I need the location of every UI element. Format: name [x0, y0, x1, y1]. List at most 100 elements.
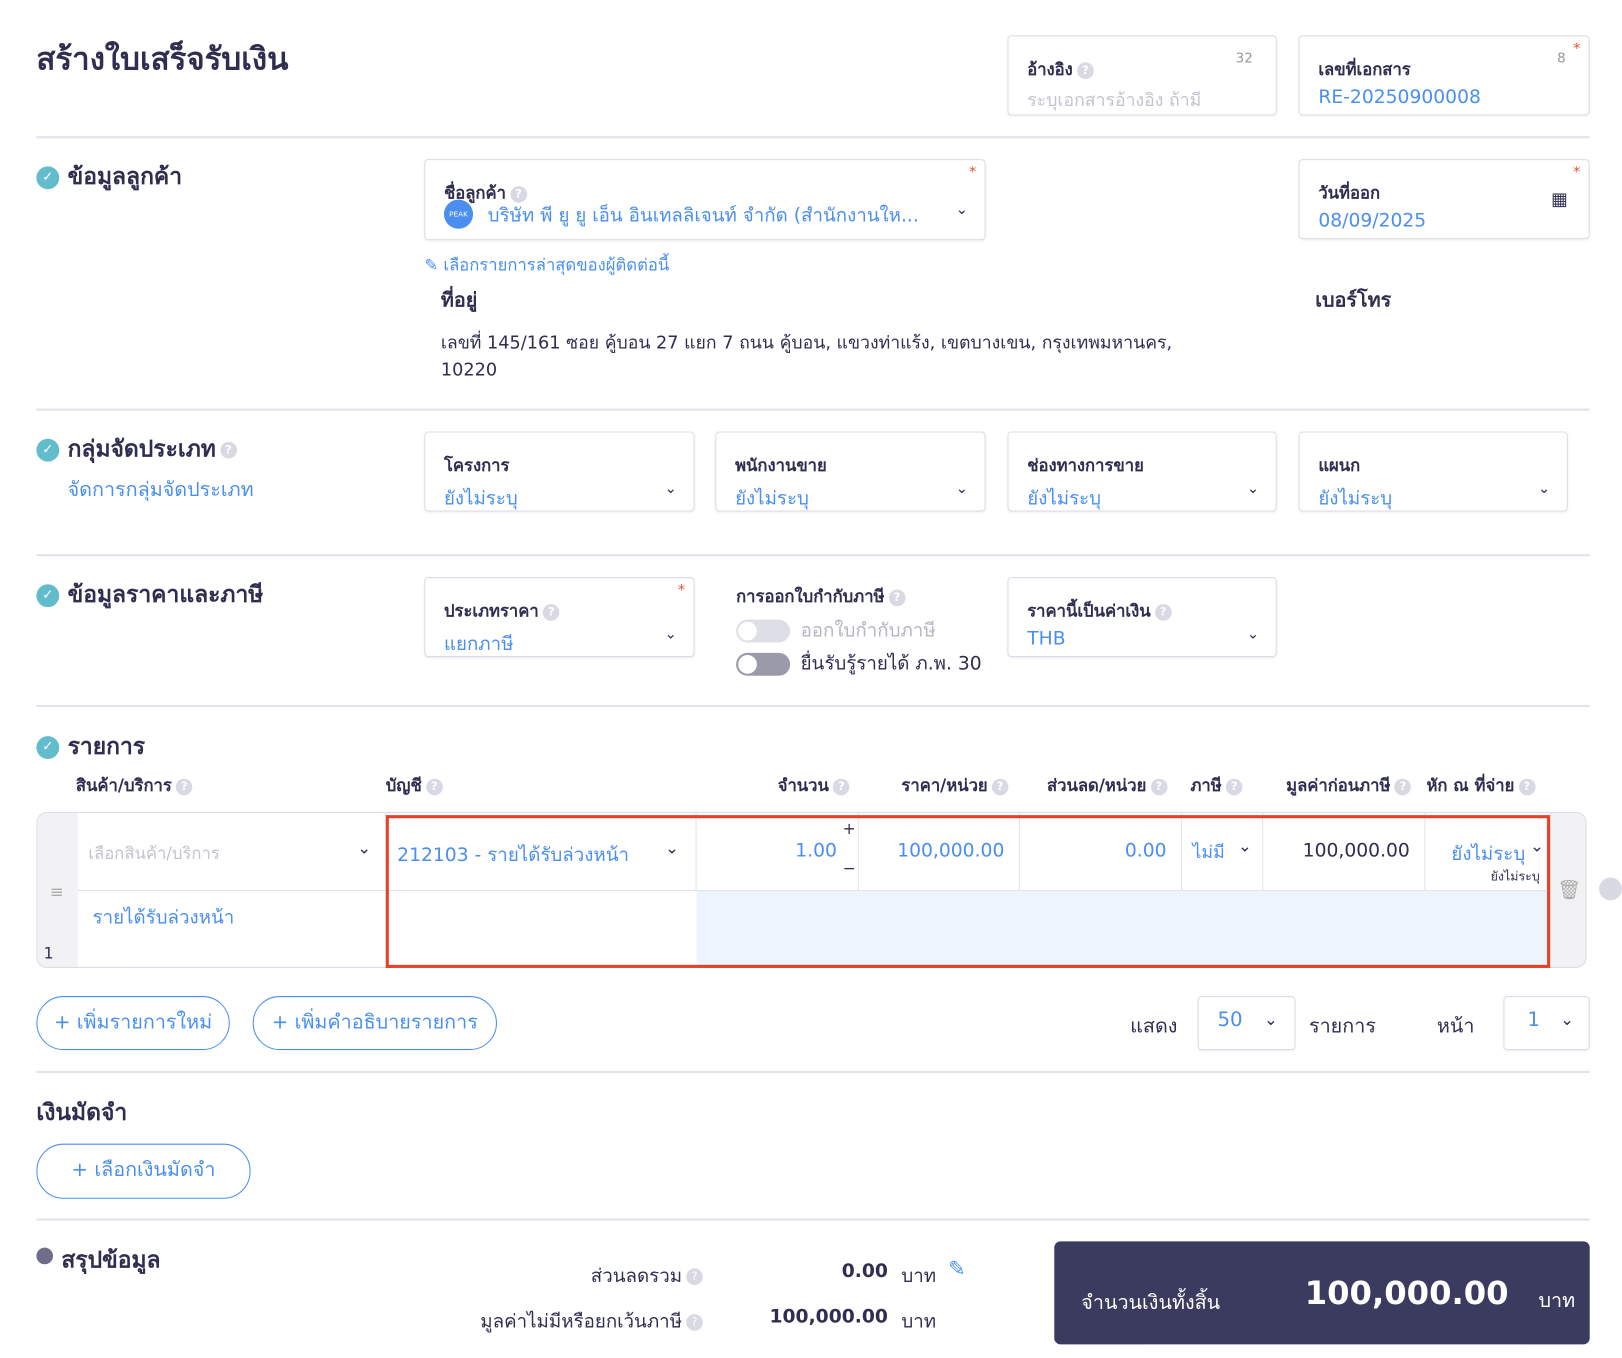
doc-number-counter: 8 — [1557, 50, 1566, 67]
salesperson-select[interactable]: พนักงานขาย ยังไม่ระบุ ⌄ — [715, 431, 986, 512]
withholding-value: ยังไม่ระบุ — [1451, 843, 1526, 866]
account-select[interactable]: 212103 - รายได้รับล่วงหน้า ⌄ — [387, 813, 697, 890]
department-select[interactable]: แผนก ยังไม่ระบุ ⌄ — [1298, 431, 1568, 512]
sales-channel-select[interactable]: ช่องทางการขาย ยังไม่ระบุ ⌄ — [1007, 431, 1277, 512]
toggle-switch[interactable] — [736, 652, 791, 676]
currency-select[interactable]: ราคานี้เป็นค่าเงิน? THB ⌄ — [1007, 577, 1277, 658]
page-select[interactable]: 1 ⌄ — [1503, 996, 1590, 1051]
page-title: สร้างใบเสร็จรับเงิน — [36, 41, 289, 78]
check-icon: ✓ — [36, 166, 60, 190]
withholding-sub: ยังไม่ระบุ — [1490, 869, 1540, 884]
recent-items-link[interactable]: ✎ เลือกรายการล่าสุดของผู้ติดต่อนี้ — [424, 253, 669, 279]
help-icon[interactable]: ? — [1225, 778, 1243, 795]
price-input[interactable]: 100,000.00 — [859, 813, 1020, 890]
tax-select[interactable]: ไม่มี ⌄ — [1182, 813, 1264, 890]
chevron-down-icon: ⌄ — [664, 837, 679, 858]
tax-invoice-toggle[interactable]: ออกใบกำกับภาษี — [736, 614, 936, 644]
add-description-button[interactable]: + เพิ่มคำอธิบายรายการ — [252, 996, 497, 1051]
help-icon[interactable]: ? — [542, 603, 560, 621]
chevron-down-icon: ⌄ — [664, 480, 677, 497]
field-value: ยังไม่ระบุ — [1318, 487, 1393, 510]
help-icon[interactable]: ? — [1394, 778, 1412, 795]
manage-group-link[interactable]: จัดการกลุ่มจัดประเภท — [67, 478, 254, 502]
column-header: สินค้า/บริการ? — [76, 774, 193, 800]
revenue-pp30-toggle[interactable]: ยื่นรับรู้รายได้ ภ.พ. 30 — [736, 648, 982, 678]
field-label: ช่องทางการขาย — [1027, 455, 1144, 476]
description-cell[interactable]: รายได้รับล่วงหน้า — [78, 891, 387, 967]
select-deposit-button[interactable]: + เลือกเงินมัดจำ — [36, 1143, 251, 1199]
reference-input[interactable]: ระบุเอกสารอ้างอิง ถ้ามี — [1027, 90, 1202, 112]
help-icon[interactable]: ? — [1154, 603, 1172, 621]
column-header: มูลค่าก่อนภาษี? — [1286, 774, 1412, 800]
increment-button[interactable]: + — [842, 819, 856, 838]
summary-section-title: สรุปข้อมูล — [61, 1247, 161, 1274]
customer-select[interactable]: ชื่อลูกค้า? * PEAK บริษัท พี ยู ยู เอ็น … — [424, 159, 986, 241]
project-select[interactable]: โครงการ ยังไม่ระบุ ⌄ — [424, 431, 695, 512]
pencil-icon[interactable]: ✎ — [948, 1255, 966, 1281]
reference-field[interactable]: อ้างอิง? 32 ระบุเอกสารอ้างอิง ถ้ามี — [1007, 35, 1277, 116]
help-icon[interactable]: ? — [1076, 61, 1094, 79]
help-icon[interactable]: ? — [510, 185, 527, 203]
pretax-value-cell: 100,000.00 — [1263, 813, 1426, 890]
currency-label: บาท — [901, 1311, 937, 1333]
divider — [36, 704, 1590, 707]
issue-date-input[interactable]: 08/09/2025 — [1318, 210, 1427, 232]
tax-invoice-label: การออกใบกำกับภาษี — [736, 586, 885, 607]
account-value: 212103 - รายได้รับล่วงหน้า — [397, 844, 630, 867]
show-label: แสดง — [1130, 1014, 1178, 1038]
page-value: 1 — [1527, 1008, 1540, 1032]
chevron-down-icon: ⌄ — [1560, 1009, 1575, 1030]
check-icon: ✓ — [36, 438, 60, 462]
address-label: ที่อยู่ — [440, 289, 478, 312]
help-icon[interactable]: ? — [991, 778, 1009, 795]
column-header: จำนวน? — [778, 774, 850, 800]
doc-number-field[interactable]: เลขที่เอกสาร 8 * RE-20250900008 — [1298, 35, 1590, 116]
toggle-switch[interactable] — [736, 619, 791, 643]
drag-handle-icon[interactable]: ≡ — [49, 881, 64, 902]
quantity-stepper[interactable]: 1.00 + − — [697, 813, 859, 890]
required-icon: * — [1573, 40, 1581, 58]
help-icon[interactable]: ? — [833, 778, 850, 795]
help-icon[interactable]: ? — [1150, 778, 1168, 795]
decrement-button[interactable]: − — [842, 858, 856, 878]
help-icon[interactable]: ? — [888, 588, 906, 606]
calendar-icon[interactable]: ▦ — [1551, 189, 1568, 211]
add-item-button[interactable]: + เพิ่มรายการใหม่ — [36, 996, 230, 1051]
currency-label: บาท — [901, 1265, 937, 1288]
help-icon[interactable]: ? — [686, 1268, 703, 1286]
help-icon[interactable]: ? — [686, 1314, 703, 1331]
total-label: จำนวนเงินทั้งสิ้น — [1081, 1291, 1221, 1315]
help-icon[interactable]: ? — [175, 778, 193, 795]
help-icon[interactable]: ? — [425, 778, 443, 795]
withholding-select[interactable]: ยังไม่ระบุ ⌄ ยังไม่ระบุ — [1425, 813, 1546, 890]
address-line2: 10220 — [440, 359, 498, 381]
currency-value: THB — [1027, 627, 1066, 650]
discount-input[interactable]: 0.00 — [1020, 813, 1183, 890]
issue-date-field[interactable]: วันที่ออก * 08/09/2025 ▦ — [1298, 159, 1590, 240]
total-box: จำนวนเงินทั้งสิ้น 100,000.00 บาท — [1054, 1241, 1590, 1345]
pricing-section-title: ข้อมูลราคาและภาษี — [67, 582, 264, 609]
field-value: ยังไม่ระบุ — [735, 487, 809, 510]
address-line1: เลขที่ 145/161 ซอย คู้บอน 27 แยก 7 ถนน ค… — [440, 332, 1173, 354]
description-extension — [696, 891, 1547, 967]
doc-number-input[interactable]: RE-20250900008 — [1318, 86, 1481, 109]
chevron-down-icon: ⌄ — [1246, 625, 1260, 643]
exempt-label: มูลค่าไม่มีหรือยกเว้นภาษี — [480, 1311, 683, 1333]
field-label: แผนก — [1318, 455, 1361, 476]
chevron-down-icon: ⌄ — [1263, 1009, 1278, 1030]
help-icon[interactable]: ? — [220, 441, 237, 459]
recent-items-label: เลือกรายการล่าสุดของผู้ติดต่อนี้ — [443, 254, 670, 275]
help-icon[interactable]: ? — [1518, 778, 1536, 795]
price-type-select[interactable]: ประเภทราคา? * แยกภาษี ⌄ — [424, 577, 695, 658]
highlight-box — [385, 815, 1551, 968]
trash-icon[interactable]: 🗑 — [1557, 879, 1582, 902]
pie-chart-icon[interactable] — [1599, 877, 1622, 901]
page-size-select[interactable]: 50 ⌄ — [1197, 996, 1296, 1051]
items-section-title: รายการ — [67, 734, 146, 761]
reference-counter: 32 — [1235, 50, 1253, 67]
row-index: 1 — [43, 944, 54, 963]
toggle-label: ยื่นรับรู้รายได้ ภ.พ. 30 — [800, 652, 982, 675]
reference-label: อ้างอิง — [1027, 59, 1073, 80]
product-select[interactable]: เลือกสินค้า/บริการ ⌄ — [78, 813, 387, 890]
product-placeholder: เลือกสินค้า/บริการ — [88, 843, 220, 863]
